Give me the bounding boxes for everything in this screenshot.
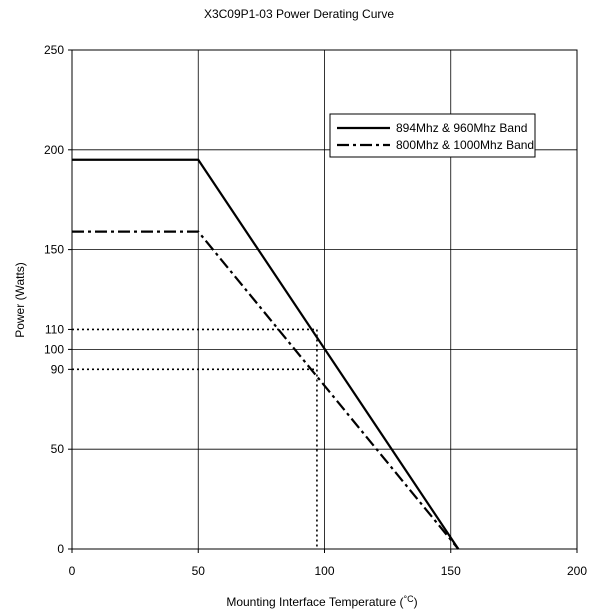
reference-lines: [72, 328, 318, 549]
chart-title: X3C09P1-03 Power Derating Curve: [204, 7, 394, 21]
y-tick-label: 110: [45, 322, 64, 336]
series-line: [72, 230, 460, 550]
x-tick-label: 0: [69, 564, 76, 578]
x-axis-unit: °C: [404, 594, 415, 604]
legend: 894Mhz & 960Mhz Band 800Mhz & 1000Mhz Ban…: [329, 113, 536, 158]
series-lines: [72, 158, 460, 550]
y-axis: 0 50 90 100 110 150 200 250: [44, 43, 72, 556]
y-tick-label: 100: [44, 342, 64, 356]
y-tick-label: 150: [44, 243, 64, 257]
x-tick-label: 50: [192, 564, 206, 578]
x-axis-label: Mounting Interface Temperature (°C): [226, 594, 417, 609]
legend-box: [329, 113, 536, 158]
x-tick-label: 150: [441, 564, 461, 578]
x-tick-label: 200: [567, 564, 587, 578]
y-axis-label: Power (Watts): [13, 262, 27, 338]
y-tick-label: 200: [44, 143, 64, 157]
series-line: [72, 158, 460, 550]
legend-label: 894Mhz & 960Mhz Band: [396, 121, 527, 135]
y-tick-label: 50: [51, 442, 65, 456]
y-tick-label: 250: [44, 43, 64, 57]
reference-line: [72, 328, 318, 549]
y-tick-label: 0: [57, 542, 64, 556]
y-tick-label: 90: [51, 362, 65, 376]
legend-label: 800Mhz & 1000Mhz Band: [396, 138, 534, 152]
x-tick-label: 100: [314, 564, 334, 578]
x-axis: 0 50 100 150 200: [69, 549, 587, 578]
